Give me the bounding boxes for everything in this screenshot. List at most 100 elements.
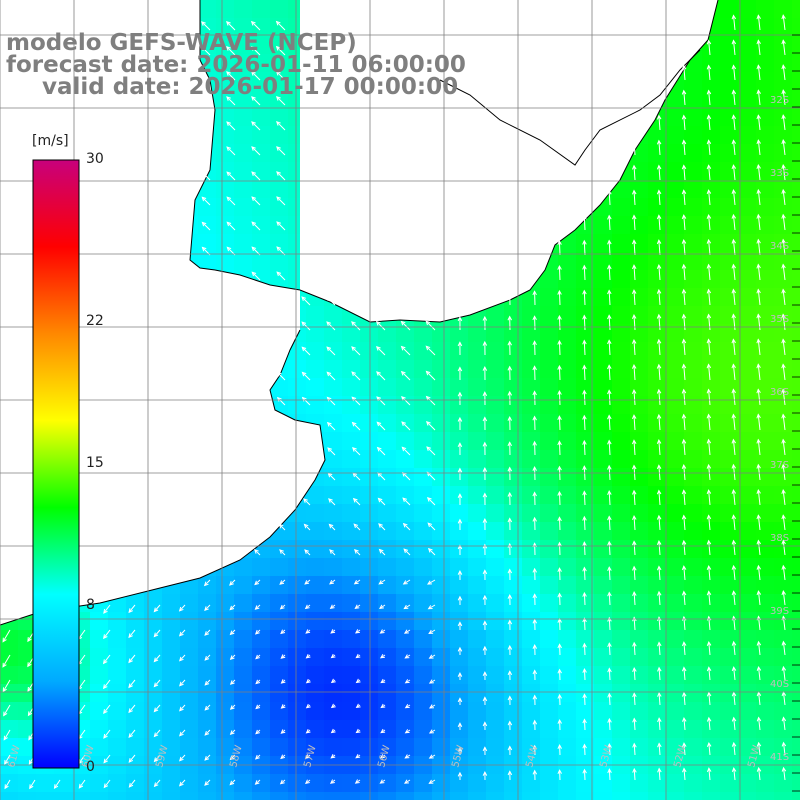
field-cell bbox=[648, 306, 667, 325]
field-cell bbox=[648, 270, 667, 289]
field-cell bbox=[252, 702, 271, 721]
field-cell bbox=[666, 720, 685, 739]
wind-arrow bbox=[532, 694, 538, 706]
field-cell bbox=[144, 738, 163, 757]
field-cell bbox=[414, 594, 433, 613]
field-cell bbox=[486, 594, 505, 613]
field-cell bbox=[576, 774, 595, 793]
field-cell bbox=[684, 756, 703, 775]
wind-arrow bbox=[607, 389, 612, 406]
field-cell bbox=[198, 666, 217, 685]
field-cell bbox=[684, 504, 703, 523]
field-cell bbox=[360, 648, 379, 667]
wind-arrow bbox=[280, 654, 286, 659]
field-cell bbox=[702, 504, 721, 523]
field-cell bbox=[702, 774, 721, 793]
field-cell bbox=[720, 72, 739, 91]
field-cell bbox=[216, 576, 235, 595]
wind-arrow bbox=[582, 239, 587, 256]
field-cell bbox=[594, 576, 613, 595]
field-cell bbox=[648, 342, 667, 361]
field-cell bbox=[684, 684, 703, 703]
wind-arrow bbox=[425, 420, 436, 431]
field-cell bbox=[216, 720, 235, 739]
wind-arrow bbox=[305, 678, 311, 684]
field-cell bbox=[306, 360, 325, 379]
wind-arrow bbox=[756, 564, 762, 581]
wind-arrow bbox=[428, 654, 436, 659]
wind-arrow bbox=[330, 653, 336, 659]
wind-arrow bbox=[532, 415, 537, 431]
field-cell bbox=[756, 486, 775, 505]
field-cell bbox=[684, 270, 703, 289]
field-cell bbox=[486, 720, 505, 739]
field-cell bbox=[738, 108, 757, 127]
wind-arrow bbox=[404, 754, 411, 759]
field-cell bbox=[468, 342, 487, 361]
field-cell bbox=[666, 504, 685, 523]
field-cell bbox=[144, 720, 163, 739]
field-cell bbox=[180, 756, 199, 775]
field-cell bbox=[414, 486, 433, 505]
wind-arrow bbox=[706, 767, 712, 781]
wind-arrow bbox=[756, 514, 761, 531]
field-cell bbox=[558, 288, 577, 307]
wind-arrow bbox=[706, 89, 712, 106]
field-cell bbox=[684, 594, 703, 613]
field-cell bbox=[630, 468, 649, 487]
wind-arrow bbox=[607, 566, 612, 581]
field-cell bbox=[414, 666, 433, 685]
wind-arrow bbox=[279, 779, 286, 785]
wind-arrow bbox=[706, 263, 712, 281]
field-cell bbox=[324, 684, 343, 703]
field-cell bbox=[90, 774, 109, 793]
field-cell bbox=[486, 540, 505, 559]
field-cell bbox=[558, 396, 577, 415]
field-cell bbox=[756, 576, 775, 595]
wind-arrow bbox=[179, 704, 186, 712]
wind-arrow bbox=[731, 238, 737, 256]
field-cell bbox=[540, 612, 559, 631]
field-cell bbox=[270, 720, 289, 739]
wind-arrow bbox=[402, 522, 411, 531]
field-cell bbox=[216, 648, 235, 667]
field-cell bbox=[666, 414, 685, 433]
field-cell bbox=[702, 414, 721, 433]
wind-arrow bbox=[400, 345, 411, 356]
wind-arrow bbox=[781, 338, 786, 356]
field-cell bbox=[486, 630, 505, 649]
field-cell bbox=[756, 126, 775, 145]
field-cell bbox=[216, 774, 235, 793]
field-cell bbox=[162, 630, 181, 649]
wind-arrow bbox=[756, 438, 761, 456]
field-cell bbox=[360, 558, 379, 577]
wind-arrow bbox=[457, 697, 463, 706]
field-cell bbox=[360, 756, 379, 775]
field-cell bbox=[540, 738, 559, 757]
field-cell bbox=[18, 702, 37, 721]
field-cell bbox=[252, 0, 271, 19]
field-cell bbox=[648, 198, 667, 217]
wind-arrow bbox=[179, 729, 186, 737]
field-cell bbox=[792, 270, 800, 289]
wind-arrow bbox=[2, 679, 11, 693]
field-cell bbox=[666, 198, 685, 217]
wind-arrow bbox=[507, 315, 513, 331]
field-cell bbox=[378, 522, 397, 541]
field-cell bbox=[144, 630, 163, 649]
field-cell bbox=[720, 612, 739, 631]
field-cell bbox=[594, 594, 613, 613]
field-cell bbox=[414, 522, 433, 541]
wind-arrow bbox=[632, 641, 637, 656]
field-cell bbox=[198, 576, 217, 595]
field-cell bbox=[234, 630, 253, 649]
field-cell bbox=[90, 612, 109, 631]
field-cell bbox=[738, 288, 757, 307]
field-cell bbox=[504, 540, 523, 559]
wind-arrow bbox=[532, 390, 537, 406]
field-cell bbox=[630, 432, 649, 451]
field-cell bbox=[630, 306, 649, 325]
wind-arrow bbox=[153, 604, 161, 613]
field-cell bbox=[378, 648, 397, 667]
field-cell bbox=[504, 594, 523, 613]
